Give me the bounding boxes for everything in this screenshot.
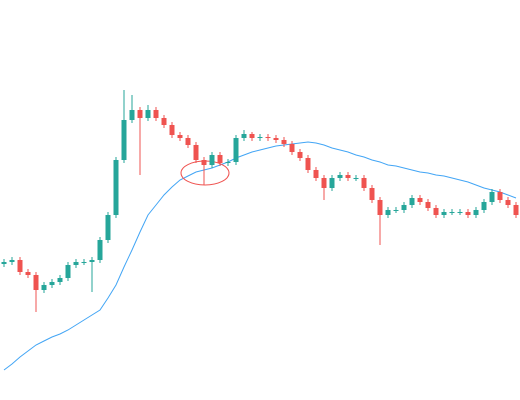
candle-body xyxy=(25,272,31,275)
candle-body xyxy=(297,152,303,158)
candle-body xyxy=(73,262,79,265)
candle-body xyxy=(185,138,191,145)
candle-body xyxy=(313,170,319,178)
candle-body xyxy=(393,210,399,211)
candle-body xyxy=(513,205,519,215)
candle-body xyxy=(89,260,95,262)
candle-body xyxy=(81,262,87,263)
candle-body xyxy=(121,120,127,160)
candle-body xyxy=(321,178,327,188)
candle-body xyxy=(369,188,375,200)
candle-body xyxy=(505,200,511,205)
candle-body xyxy=(225,162,231,163)
candle-body xyxy=(209,155,215,165)
candle-body xyxy=(233,138,239,162)
candle-body xyxy=(473,210,479,215)
candle-body xyxy=(33,275,39,290)
candle-body xyxy=(57,278,63,282)
candle-body xyxy=(337,175,343,178)
candle-body xyxy=(41,285,47,290)
candle-body xyxy=(65,265,71,278)
candle-body xyxy=(241,134,247,138)
candle-body xyxy=(17,260,23,272)
candle-body xyxy=(417,198,423,202)
candle-body xyxy=(265,137,271,138)
candle-body xyxy=(49,282,55,285)
candle-body xyxy=(425,202,431,208)
candle-body xyxy=(449,212,455,213)
candle-body xyxy=(281,140,287,144)
candle-body xyxy=(249,134,255,138)
candle-body xyxy=(201,160,207,165)
candle-body xyxy=(137,110,143,118)
candle-body xyxy=(257,137,263,138)
candle-body xyxy=(289,144,295,152)
candle-body xyxy=(1,262,7,264)
candle-body xyxy=(105,215,111,240)
candle-body xyxy=(433,208,439,215)
candle-body xyxy=(481,202,487,210)
candle-body xyxy=(377,200,383,215)
candle-body xyxy=(457,212,463,213)
candle-body xyxy=(401,205,407,210)
candle-body xyxy=(273,138,279,140)
candle-body xyxy=(153,110,159,118)
candle-body xyxy=(217,155,223,163)
candle-body xyxy=(113,160,119,215)
moving-average-line xyxy=(3,141,517,371)
candle-body xyxy=(361,178,367,188)
candle-body xyxy=(497,192,503,200)
candle-body xyxy=(169,125,175,135)
candle-body xyxy=(193,145,199,160)
candle-body xyxy=(409,198,415,205)
candle-body xyxy=(489,192,495,202)
candle-body xyxy=(305,158,311,170)
candle-body xyxy=(177,135,183,138)
candle-body xyxy=(441,212,447,215)
candle-body xyxy=(145,110,151,118)
candle-body xyxy=(465,212,471,215)
candle-body xyxy=(129,110,135,120)
candle-body xyxy=(329,178,335,188)
candle-body xyxy=(9,260,15,262)
candle-body xyxy=(385,210,391,215)
candle-body xyxy=(97,240,103,260)
candle-body xyxy=(353,178,359,179)
candle-body xyxy=(161,118,167,125)
candle-body xyxy=(345,175,351,178)
